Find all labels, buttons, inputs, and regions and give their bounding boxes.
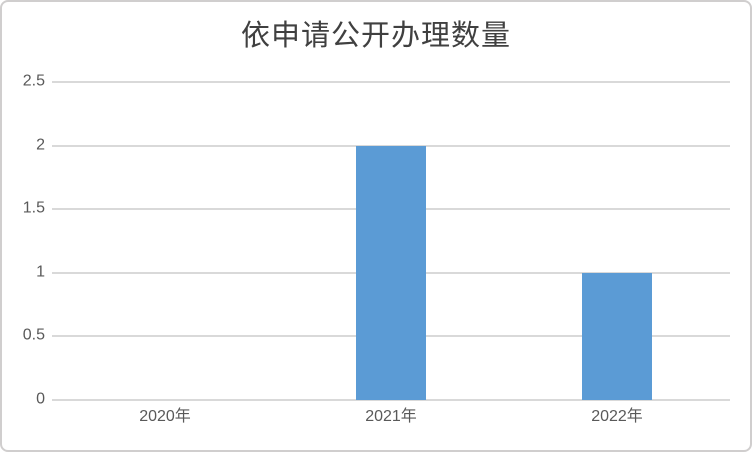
y-tick-label: 1 (36, 263, 45, 281)
x-tick-label: 2022年 (591, 408, 643, 425)
y-tick-label: 2.5 (22, 72, 45, 90)
x-axis-line (52, 399, 730, 401)
y-tick-label: 1.5 (22, 199, 45, 217)
bar-2022年 (582, 272, 652, 400)
x-axis-labels: 2020年 2021年 2022年 (52, 407, 730, 433)
y-tick-label: 0 (36, 390, 45, 408)
gridline (52, 81, 730, 83)
chart-title: 依申请公开办理数量 (240, 20, 511, 52)
plot-area (52, 81, 730, 401)
bar-2021年 (356, 145, 426, 400)
y-tick-label: 2 (36, 136, 45, 154)
y-axis-labels: 0 0.5 1 1.5 2 2.5 (2, 73, 45, 407)
y-tick-label: 0.5 (22, 327, 45, 345)
x-tick-label: 2020年 (139, 408, 191, 425)
x-tick-label: 2021年 (365, 408, 417, 425)
